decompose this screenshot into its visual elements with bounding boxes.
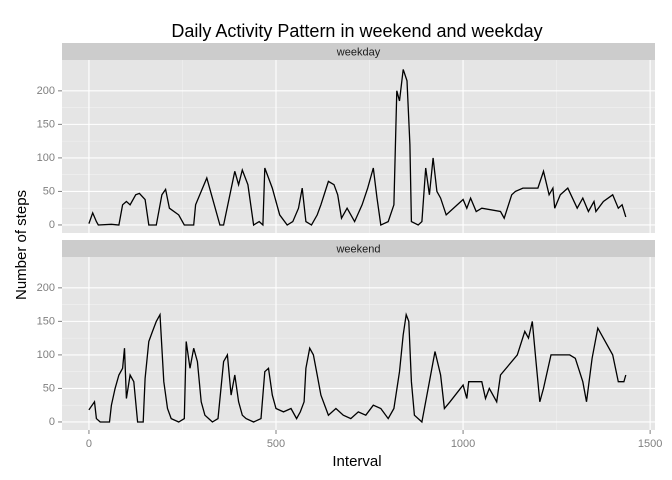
y-tick-label: 50 (43, 382, 55, 394)
y-tick-label: 0 (49, 416, 55, 428)
y-tick-label: 0 (49, 219, 55, 231)
facet-label: weekend (335, 243, 380, 255)
x-tick-label: 0 (86, 438, 92, 450)
x-tick-label: 1500 (638, 438, 662, 450)
facet-strip (62, 240, 655, 257)
y-tick-label: 200 (37, 85, 55, 97)
y-tick-label: 150 (37, 118, 55, 130)
data-line (88, 69, 627, 227)
y-tick-label: 100 (37, 349, 55, 361)
y-axis-label: Number of steps (13, 190, 30, 300)
y-tick-label: 100 (37, 152, 55, 164)
chart-title: Daily Activity Pattern in weekend and we… (171, 21, 542, 41)
x-tick-label: 1000 (451, 438, 475, 450)
x-tick-label: 500 (267, 438, 285, 450)
x-axis-label: Interval (332, 453, 381, 470)
panel-background (62, 257, 655, 430)
facet-label: weekday (336, 46, 381, 58)
y-tick-label: 150 (37, 315, 55, 327)
y-tick-label: 200 (37, 282, 55, 294)
facet-strip (62, 43, 655, 60)
data-line (88, 312, 627, 424)
y-tick-label: 50 (43, 185, 55, 197)
panel-background (62, 60, 655, 233)
